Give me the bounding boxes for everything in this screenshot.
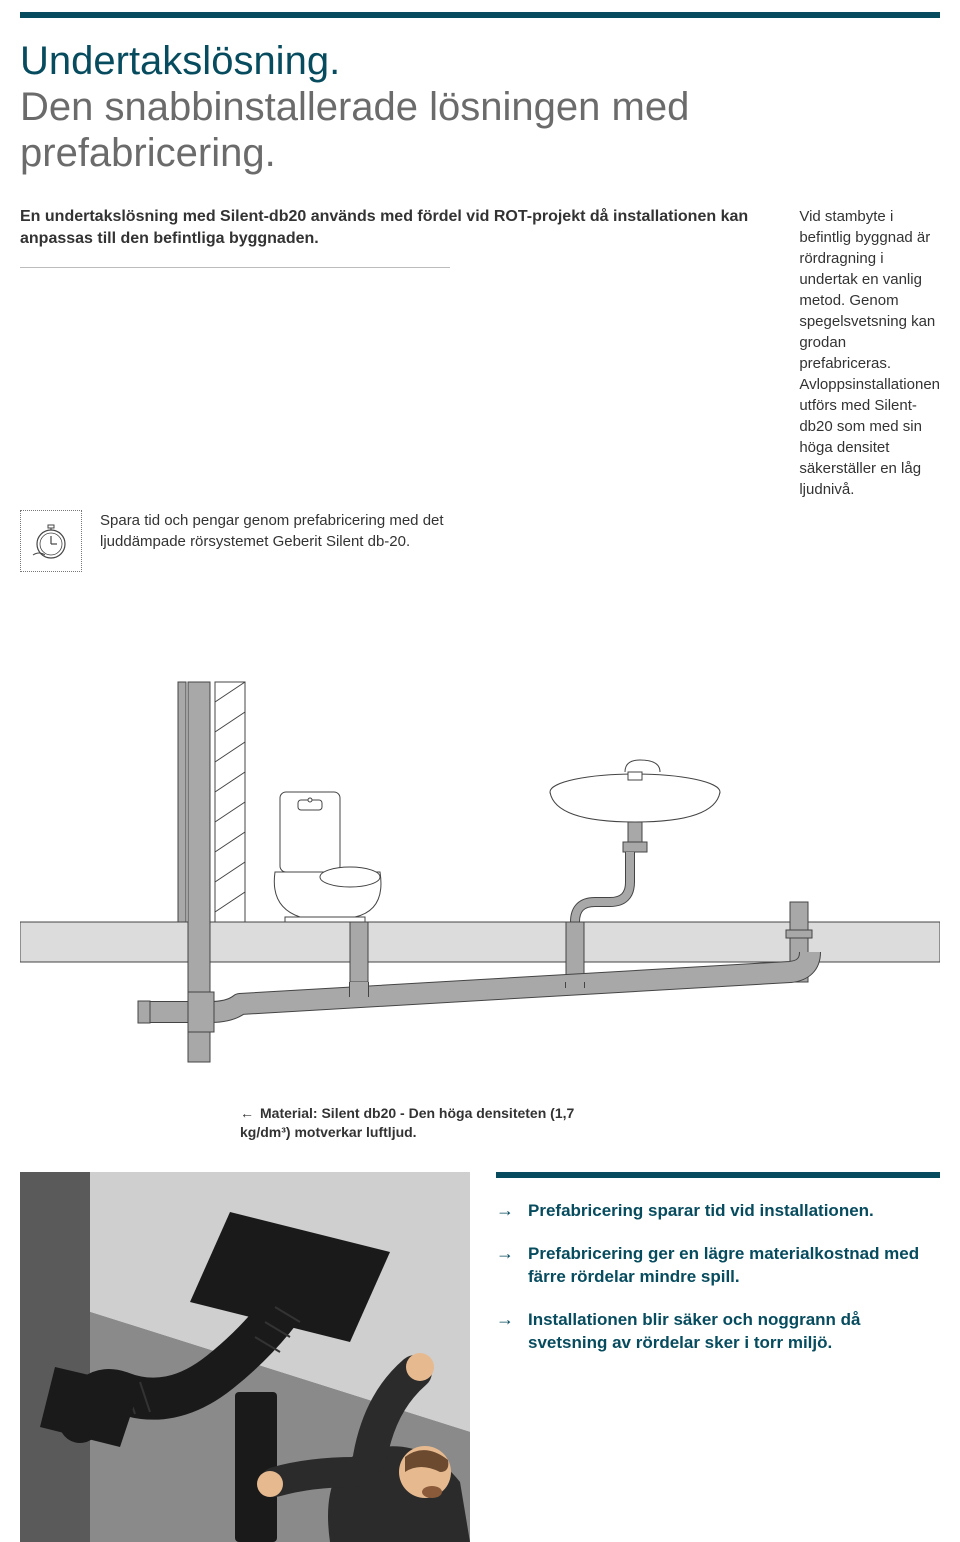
diagram-area: ←Material: Silent db20 - Den höga densit… [20,672,940,1142]
intro-columns: En undertakslösning med Silent-db20 anvä… [0,196,960,500]
bullet-item: → Prefabricering sparar tid vid installa… [496,1200,940,1223]
arrow-right-icon: → [496,1309,514,1331]
tip-row: Spara tid och pengar genom prefabricerin… [0,500,960,582]
bullet-text: Installationen blir säker och noggrann d… [528,1309,940,1355]
caption-text: Material: Silent db20 - Den höga densite… [240,1105,574,1140]
arrow-right-icon: → [496,1200,514,1222]
bullet-text: Prefabricering ger en lägre materialkost… [528,1243,940,1289]
page-title: Undertakslösning. [20,38,940,84]
bullet-text: Prefabricering sparar tid vid installati… [528,1200,874,1223]
intro-lead: En undertakslösning med Silent-db20 anvä… [20,206,759,249]
heading-block: Undertakslösning. Den snabbinstallerade … [0,38,960,196]
arrow-left-icon: ← [240,1104,254,1123]
bullets-column: → Prefabricering sparar tid vid installa… [496,1172,940,1375]
diagram-caption: ←Material: Silent db20 - Den höga densit… [240,1104,600,1142]
bullets-rule [496,1172,940,1178]
installation-photo [20,1172,470,1542]
top-rule [20,12,940,18]
intro-divider [20,267,450,268]
tip-text: Spara tid och pengar genom prefabricerin… [100,510,470,552]
bullet-item: → Installationen blir säker och noggrann… [496,1309,940,1355]
intro-left-col: En undertakslösning med Silent-db20 anvä… [20,206,759,500]
plumbing-diagram [20,672,940,1072]
intro-right-col: Vid stambyte i befintlig byggnad är rörd… [799,206,940,500]
stopwatch-icon [20,510,82,572]
page-subtitle: Den snabbinstallerade lösningen med pref… [20,84,940,176]
bottom-row: → Prefabricering sparar tid vid installa… [0,1142,960,1542]
bullet-item: → Prefabricering ger en lägre materialko… [496,1243,940,1289]
arrow-right-icon: → [496,1243,514,1265]
